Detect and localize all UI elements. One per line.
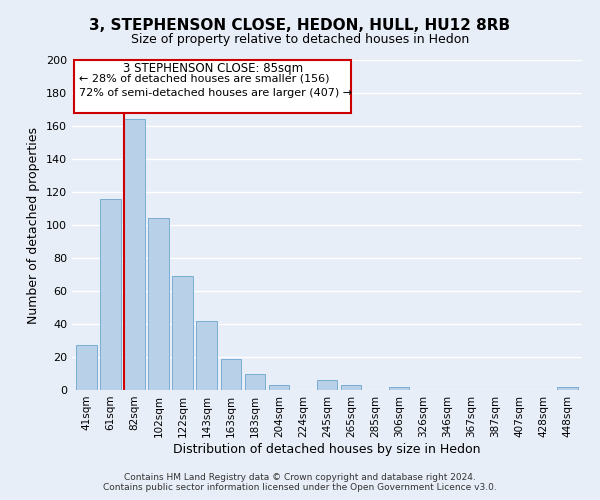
Text: ← 28% of detached houses are smaller (156): ← 28% of detached houses are smaller (15… xyxy=(79,73,330,83)
Bar xyxy=(124,120,145,390)
Bar xyxy=(245,374,265,390)
Bar xyxy=(389,386,409,390)
Bar xyxy=(221,358,241,390)
Bar xyxy=(557,386,578,390)
Text: 3, STEPHENSON CLOSE, HEDON, HULL, HU12 8RB: 3, STEPHENSON CLOSE, HEDON, HULL, HU12 8… xyxy=(89,18,511,32)
Text: 3 STEPHENSON CLOSE: 85sqm: 3 STEPHENSON CLOSE: 85sqm xyxy=(122,62,303,74)
Text: Size of property relative to detached houses in Hedon: Size of property relative to detached ho… xyxy=(131,32,469,46)
Bar xyxy=(269,385,289,390)
X-axis label: Distribution of detached houses by size in Hedon: Distribution of detached houses by size … xyxy=(173,442,481,456)
Bar xyxy=(341,385,361,390)
Text: Contains public sector information licensed under the Open Government Licence v3: Contains public sector information licen… xyxy=(103,484,497,492)
FancyBboxPatch shape xyxy=(74,60,351,113)
Bar xyxy=(172,276,193,390)
Text: Contains HM Land Registry data © Crown copyright and database right 2024.: Contains HM Land Registry data © Crown c… xyxy=(124,474,476,482)
Y-axis label: Number of detached properties: Number of detached properties xyxy=(28,126,40,324)
Bar xyxy=(196,320,217,390)
Bar xyxy=(148,218,169,390)
Bar xyxy=(100,198,121,390)
Text: 72% of semi-detached houses are larger (407) →: 72% of semi-detached houses are larger (… xyxy=(79,88,352,98)
Bar xyxy=(76,346,97,390)
Bar xyxy=(317,380,337,390)
